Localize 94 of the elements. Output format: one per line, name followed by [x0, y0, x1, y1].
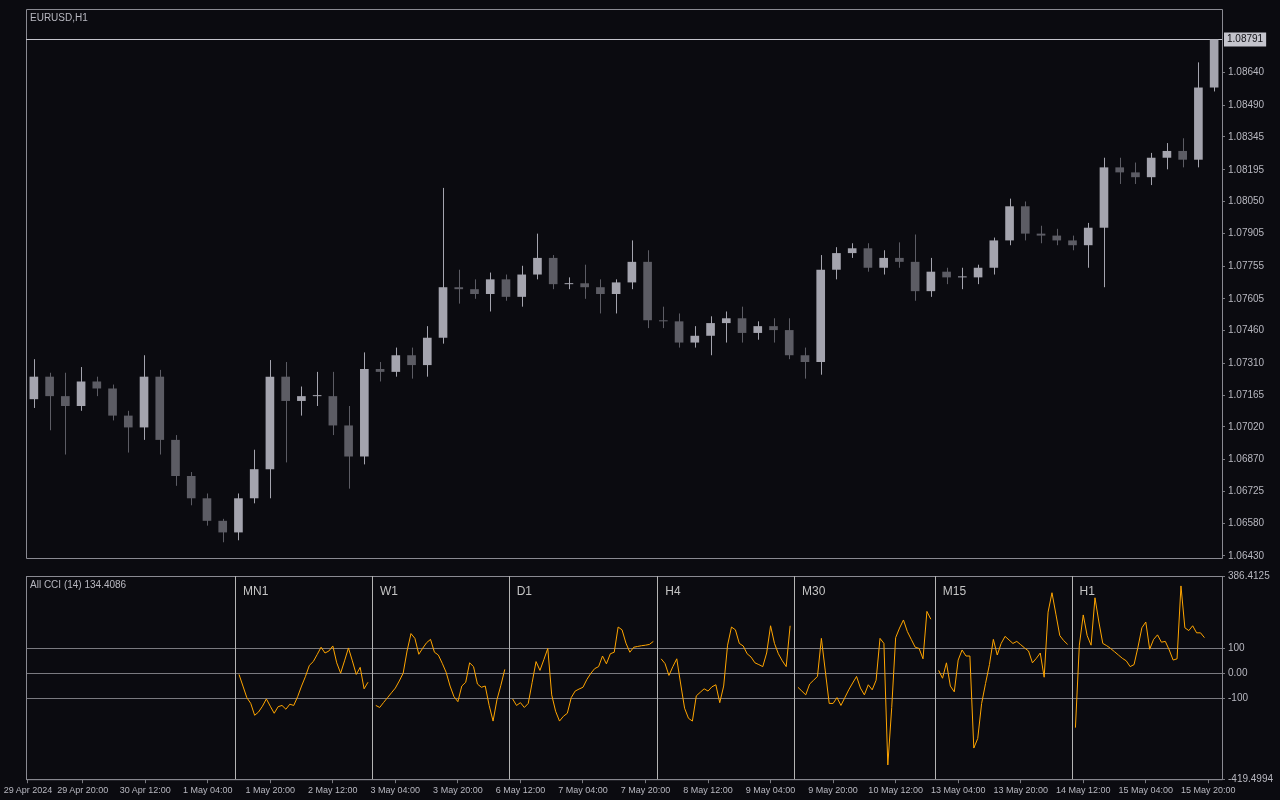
candlestick	[674, 312, 684, 349]
candlestick	[202, 492, 212, 527]
x-tick-label: 29 Apr 2024	[3, 785, 53, 796]
y-tick-label: 1.08490	[1228, 98, 1265, 110]
candlestick	[580, 264, 589, 300]
candlestick	[297, 386, 306, 417]
x-tick-label: 30 Apr 12:00	[119, 785, 171, 796]
candlestick	[92, 376, 102, 397]
candlestick	[533, 233, 542, 280]
x-tick-label: 15 May 20:00	[1181, 785, 1236, 796]
annotation: W1	[379, 584, 399, 599]
y-tick-label: 1.08050	[1228, 195, 1265, 207]
candlestick	[1178, 137, 1187, 168]
y-tick-label: -419.4994	[1228, 772, 1274, 784]
candlestick	[1131, 162, 1140, 185]
y-tick-label: 100	[1228, 641, 1246, 653]
candlestick	[29, 358, 39, 409]
candlestick	[517, 265, 527, 308]
candlestick	[659, 306, 668, 329]
candlestick	[721, 311, 731, 344]
y-tick-label: 1.06870	[1228, 453, 1265, 465]
y-tick-label: 1.08195	[1228, 163, 1265, 175]
candlestick	[800, 347, 810, 380]
annotation: M30	[802, 584, 826, 599]
candlestick	[737, 306, 747, 344]
candlestick	[1083, 222, 1093, 269]
candlestick	[596, 278, 605, 314]
x-tick-label: 1 May 04:00	[182, 785, 233, 796]
y-tick-label: 386.4125	[1228, 569, 1271, 581]
annotation: H4	[665, 584, 681, 599]
candlestick	[879, 249, 888, 276]
ref-line-label: 1.08791	[1227, 33, 1264, 45]
candlestick	[690, 325, 700, 349]
annotation: M15	[942, 584, 967, 599]
candlestick	[611, 278, 621, 314]
y-tick-label: 1.07020	[1228, 420, 1265, 432]
x-tick-label: 9 May 20:00	[808, 785, 858, 796]
candlestick	[832, 246, 841, 280]
candlestick	[926, 257, 936, 298]
candlestick	[895, 241, 904, 269]
candlestick	[454, 269, 464, 305]
chart-title: EURUSD,H1	[30, 11, 89, 23]
x-tick-label: 13 May 20:00	[993, 785, 1048, 796]
candlestick	[501, 274, 511, 302]
y-tick-label: 1.07755	[1228, 259, 1265, 271]
y-tick-label: 1.06580	[1228, 516, 1265, 528]
y-tick-label: 1.06430	[1228, 549, 1265, 561]
candlestick	[391, 347, 401, 378]
x-tick-label: 6 May 12:00	[495, 785, 546, 796]
x-tick-label: 8 May 12:00	[683, 785, 733, 796]
x-tick-label: 29 Apr 20:00	[57, 785, 109, 796]
y-tick-label: 1.07605	[1228, 292, 1265, 304]
candlestick	[1162, 142, 1172, 170]
candlestick	[753, 320, 763, 341]
y-tick-label: 0.00	[1228, 667, 1248, 679]
candlestick	[186, 471, 196, 506]
annotation: MN1	[243, 584, 269, 599]
candlestick	[45, 372, 54, 431]
y-tick-label: 1.07460	[1228, 324, 1265, 336]
candlestick	[1115, 157, 1125, 185]
y-tick-label: -100	[1228, 692, 1249, 704]
x-tick-label: 7 May 04:00	[558, 785, 608, 796]
chart-title: All CCI (14) 134.4086	[30, 578, 127, 590]
x-tick-label: 10 May 12:00	[868, 785, 923, 796]
candlestick	[375, 361, 385, 382]
candlestick	[485, 272, 495, 312]
y-tick-label: 1.08345	[1228, 130, 1265, 142]
candlestick	[1146, 152, 1156, 186]
x-tick-label: 13 May 04:00	[930, 785, 986, 796]
candlestick	[218, 518, 228, 543]
candlestick	[407, 347, 416, 380]
x-tick-label: 9 May 04:00	[745, 785, 796, 796]
candlestick	[470, 278, 479, 300]
x-tick-label: 7 May 20:00	[620, 785, 671, 796]
candlestick	[958, 267, 967, 290]
candlestick	[627, 239, 637, 290]
x-tick-label: 3 May 04:00	[370, 785, 421, 796]
annotation: H1	[1079, 584, 1096, 599]
x-tick-label: 15 May 04:00	[1118, 785, 1174, 796]
annotation: D1	[516, 584, 533, 599]
x-tick-label: 2 May 12:00	[308, 785, 358, 796]
y-tick-label: 1.07905	[1228, 226, 1265, 238]
x-tick-label: 14 May 12:00	[1055, 785, 1111, 796]
x-tick-label: 3 May 20:00	[433, 785, 483, 796]
y-tick-label: 1.07310	[1228, 357, 1265, 369]
y-tick-label: 1.06725	[1228, 485, 1265, 497]
candlestick	[706, 315, 715, 356]
candlestick	[61, 372, 70, 456]
y-tick-label: 1.08640	[1228, 66, 1265, 78]
candlestick	[123, 410, 133, 454]
x-tick-label: 1 May 20:00	[245, 785, 296, 796]
y-tick-label: 1.07165	[1228, 388, 1265, 400]
candlestick	[769, 317, 778, 344]
candlestick	[863, 242, 873, 273]
